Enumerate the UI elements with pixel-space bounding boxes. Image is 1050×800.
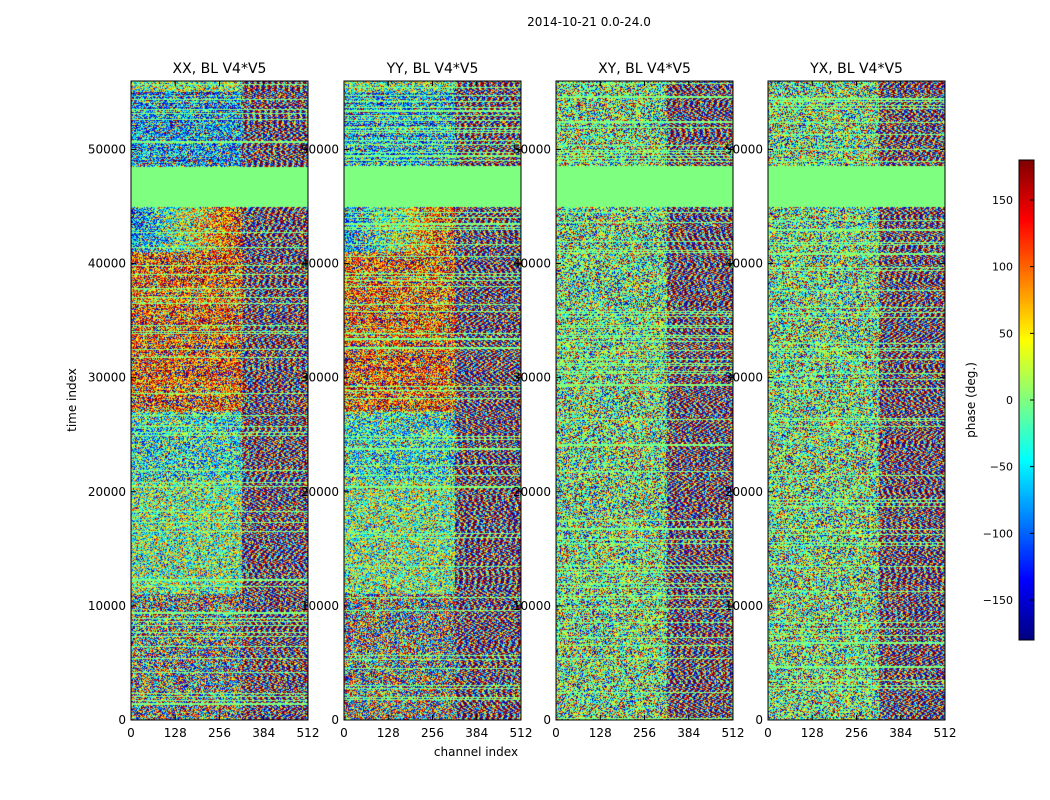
panel-title: YY, BL V4*V5 <box>386 61 479 77</box>
y-tick-label: 10000 <box>513 599 551 613</box>
y-tick-label: 50000 <box>88 142 126 156</box>
x-tick-label: 384 <box>889 726 912 740</box>
heatmap-image <box>344 81 521 720</box>
y-tick-label: 20000 <box>725 485 763 499</box>
y-tick-label: 0 <box>755 713 763 727</box>
panel-3: XY, BL V4*V5 0 128 256 384 512 0 10000 20000 3000… <box>513 61 745 740</box>
heatmap-image <box>556 81 733 720</box>
x-tick-label: 0 <box>127 726 135 740</box>
heatmap-image <box>131 81 308 720</box>
x-tick-label: 512 <box>510 726 533 740</box>
y-tick-label: 50000 <box>725 142 763 156</box>
panel-title: XX, BL V4*V5 <box>173 61 267 77</box>
y-tick-label: 30000 <box>725 371 763 385</box>
y-tick-label: 10000 <box>301 599 339 613</box>
heatmap-image <box>768 81 945 720</box>
y-axis-label: time index <box>65 368 79 432</box>
x-tick-label: 128 <box>589 726 612 740</box>
colorbar: 150 100 50 0 −50 −100 −150 <box>983 159 1035 641</box>
y-tick-label: 40000 <box>301 257 339 271</box>
y-tick-label: 30000 <box>88 371 126 385</box>
x-tick-label: 512 <box>934 726 957 740</box>
x-tick-label: 512 <box>722 726 745 740</box>
colorbar-tick-label: −150 <box>983 594 1013 607</box>
colorbar-label: phase (deg.) <box>964 362 978 438</box>
x-tick-label: 256 <box>421 726 444 740</box>
y-tick-label: 50000 <box>513 142 551 156</box>
panels-group: XX, BL V4*V5 0 128 256 384 512 0 10000 20000 3000… <box>88 61 957 740</box>
y-tick-label: 50000 <box>301 142 339 156</box>
y-tick-label: 30000 <box>513 371 551 385</box>
panel-4: YX, BL V4*V5 0 128 256 384 512 0 10000 20000 3000… <box>725 61 957 740</box>
colorbar-tick-label: −50 <box>990 461 1013 474</box>
x-tick-label: 0 <box>340 726 348 740</box>
x-tick-label: 384 <box>465 726 488 740</box>
x-tick-label: 256 <box>208 726 231 740</box>
x-tick-label: 128 <box>164 726 187 740</box>
panel-1: XX, BL V4*V5 0 128 256 384 512 0 10000 20000 3000… <box>88 61 320 740</box>
y-tick-label: 40000 <box>513 257 551 271</box>
x-axis-label: channel index <box>434 745 518 759</box>
panel-title: XY, BL V4*V5 <box>598 61 691 77</box>
colorbar-tick-label: 0 <box>1006 394 1013 407</box>
x-tick-label: 0 <box>764 726 772 740</box>
colorbar-tick-label: 150 <box>992 194 1013 207</box>
y-tick-label: 10000 <box>88 599 126 613</box>
y-tick-label: 10000 <box>725 599 763 613</box>
y-tick-label: 20000 <box>88 485 126 499</box>
colorbar-gradient <box>1019 160 1034 640</box>
x-tick-label: 128 <box>801 726 824 740</box>
y-tick-label: 20000 <box>301 485 339 499</box>
panel-2: YY, BL V4*V5 0 128 256 384 512 0 10000 20000 3000… <box>301 61 533 740</box>
x-tick-label: 256 <box>845 726 868 740</box>
panel-title: YX, BL V4*V5 <box>809 61 903 77</box>
x-tick-label: 256 <box>633 726 656 740</box>
colorbar-tick-label: 100 <box>992 261 1013 274</box>
colorbar-tick-label: 50 <box>999 327 1013 340</box>
y-tick-label: 20000 <box>513 485 551 499</box>
y-tick-label: 0 <box>118 713 126 727</box>
y-tick-label: 40000 <box>725 257 763 271</box>
x-tick-label: 512 <box>297 726 320 740</box>
y-tick-label: 40000 <box>88 257 126 271</box>
x-tick-label: 128 <box>377 726 400 740</box>
colorbar-tick-label: −100 <box>983 527 1013 540</box>
x-tick-label: 0 <box>552 726 560 740</box>
x-tick-label: 384 <box>252 726 275 740</box>
y-tick-label: 0 <box>331 713 339 727</box>
x-tick-label: 384 <box>677 726 700 740</box>
y-tick-label: 30000 <box>301 371 339 385</box>
figure-suptitle: 2014-10-21 0.0-24.0 <box>527 15 651 29</box>
y-tick-label: 0 <box>543 713 551 727</box>
